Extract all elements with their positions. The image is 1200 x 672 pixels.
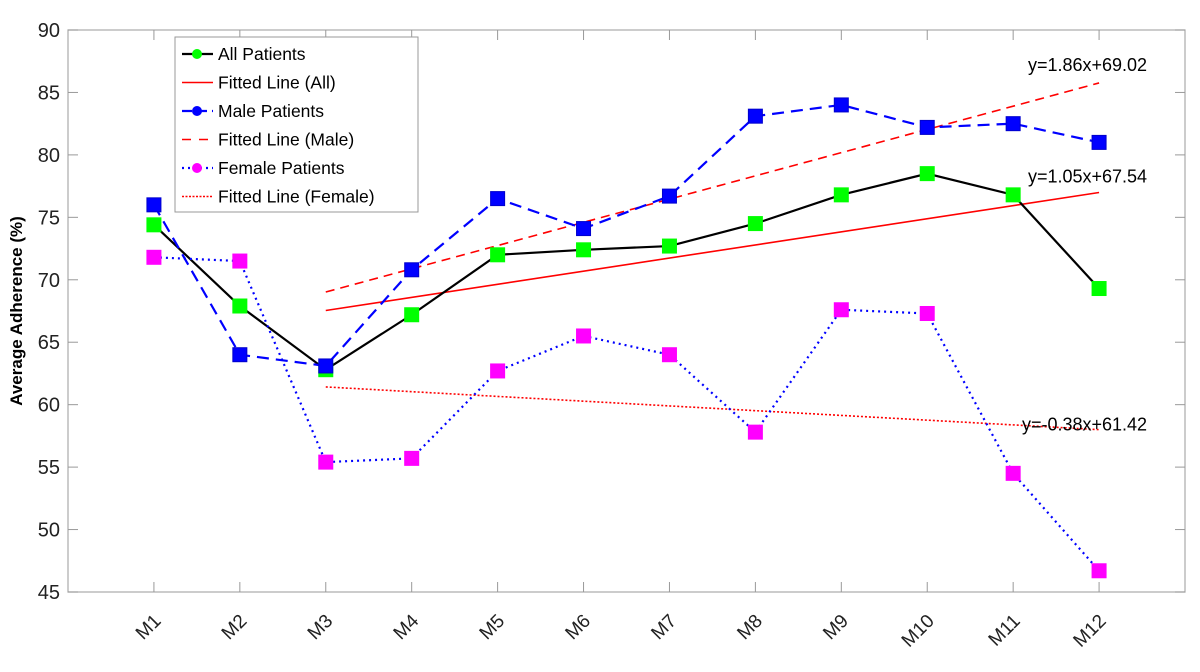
y-tick-label: 80	[38, 145, 60, 167]
legend-label: Fitted Line (Male)	[218, 130, 354, 150]
data-point	[146, 197, 162, 213]
legend-label: All Patients	[218, 44, 306, 64]
data-point	[404, 450, 420, 466]
series-line	[153, 172, 1100, 372]
y-tick-label: 65	[38, 332, 60, 354]
fitted-lines	[325, 82, 1100, 431]
fitted-line	[325, 82, 1100, 293]
data-point	[661, 188, 677, 204]
legend-box	[174, 36, 419, 213]
legend-marker	[192, 163, 202, 173]
x-tick-label: M11	[985, 611, 1025, 651]
x-tick-label: M12	[1070, 611, 1111, 652]
legend-label: Female Patients	[218, 158, 345, 178]
y-tick-label: 45	[38, 582, 60, 604]
data-point	[1005, 116, 1021, 132]
data-point	[146, 249, 162, 265]
x-tick-label: M6	[562, 611, 596, 645]
data-series	[146, 97, 1107, 579]
data-point	[661, 347, 677, 363]
data-point	[146, 217, 162, 233]
x-tick-label: M1	[132, 611, 166, 645]
data-point	[490, 247, 506, 263]
x-tick-label: M10	[898, 611, 939, 652]
data-point	[490, 363, 506, 379]
x-tick-label: M9	[819, 611, 853, 645]
legend-label: Fitted Line (Female)	[218, 187, 375, 207]
data-point	[576, 328, 592, 344]
data-point	[1005, 465, 1021, 481]
data-point	[232, 347, 248, 363]
fitted-line	[325, 191, 1100, 312]
data-point	[490, 191, 506, 207]
data-point	[919, 166, 935, 182]
legend: All Patients Fitted Line (All) Male Patien…	[174, 36, 419, 213]
x-tick-label: M7	[647, 611, 681, 645]
x-tick-label: M5	[476, 611, 510, 645]
x-tick-label: M3	[304, 611, 338, 645]
data-point	[661, 238, 677, 254]
data-point	[919, 305, 935, 321]
data-point	[1005, 187, 1021, 203]
equation-label: y=1.05x+67.54	[1028, 166, 1147, 186]
y-tick-label: 55	[38, 457, 60, 479]
legend-marker	[192, 49, 202, 59]
data-point	[1091, 134, 1107, 150]
data-point	[232, 298, 248, 314]
equation-annotations: y=1.05x+67.54 y=1.86x+69.02 y=-0.38x+61.42	[1022, 55, 1147, 435]
legend-label: Fitted Line (All)	[218, 73, 336, 93]
data-point	[747, 216, 763, 232]
plot-box	[67, 29, 1186, 593]
data-point	[833, 302, 849, 318]
data-point	[747, 424, 763, 440]
data-point	[919, 119, 935, 135]
y-tick-label: 70	[38, 270, 60, 292]
y-axis-label: Average Adherence (%)	[7, 216, 26, 406]
data-point	[1091, 281, 1107, 297]
data-point	[232, 253, 248, 269]
equation-label: y=1.86x+69.02	[1028, 55, 1147, 75]
data-point	[576, 242, 592, 258]
y-tick-label: 50	[38, 520, 60, 542]
y-tick-label: 90	[38, 20, 60, 42]
series-line	[153, 256, 1100, 572]
data-point	[747, 108, 763, 124]
y-tick-label: 75	[38, 207, 60, 229]
data-point	[318, 358, 334, 374]
fitted-line	[325, 386, 1100, 431]
data-point	[576, 221, 592, 237]
x-tick-label: M4	[390, 610, 424, 644]
x-tick-label: M2	[218, 611, 252, 645]
x-tick-label: M8	[733, 611, 767, 645]
legend-label: Male Patients	[218, 101, 324, 121]
equation-label: y=-0.38x+61.42	[1022, 415, 1147, 435]
legend-marker	[192, 106, 202, 116]
data-point	[833, 97, 849, 113]
data-point	[833, 187, 849, 203]
data-point	[318, 454, 334, 470]
data-point	[404, 307, 420, 323]
data-point	[1091, 563, 1107, 579]
data-point	[404, 262, 420, 278]
y-tick-label: 60	[38, 395, 60, 417]
y-tick-label: 85	[38, 82, 60, 104]
series-line	[152, 103, 1100, 368]
